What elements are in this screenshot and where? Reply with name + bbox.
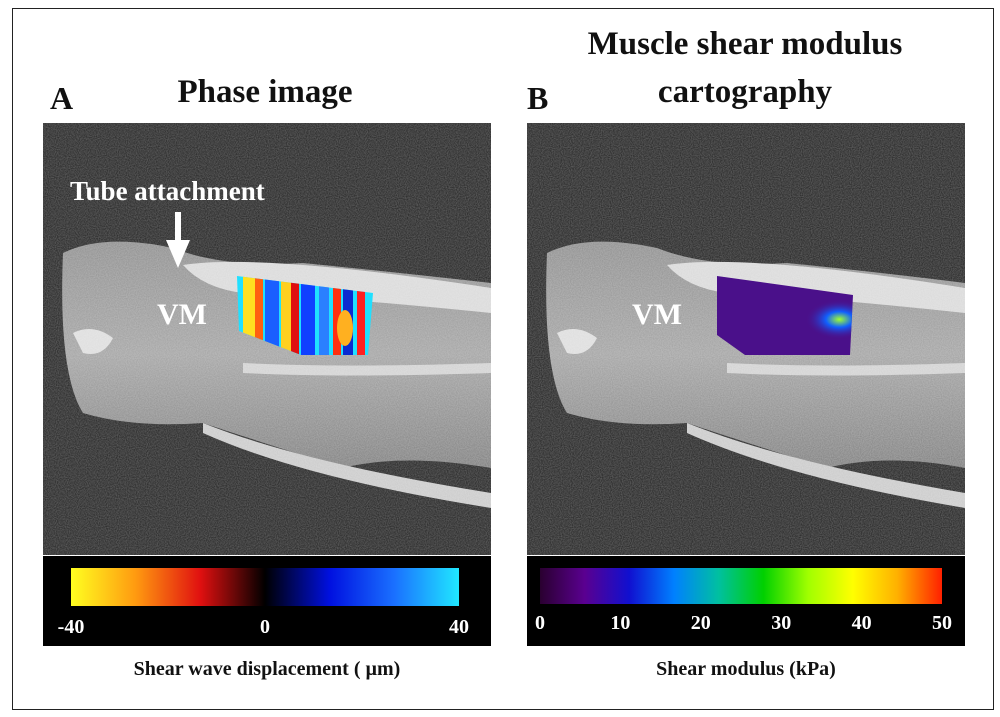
arrow-down-icon	[166, 212, 190, 268]
panel-a-colorbar-tick-label: 0	[260, 616, 270, 638]
panel-a-colorbar-box: -40 0 40	[43, 556, 491, 646]
panel-a-caption: Shear wave displacement ( µm)	[133, 658, 401, 680]
panel-b-mri-image	[527, 123, 965, 555]
panel-b-colorbar	[540, 568, 942, 604]
panel-b-caption: Shear modulus (kPa)	[656, 658, 836, 680]
panel-b-colorbar-tick-label: 40	[851, 612, 872, 634]
panel-b-title-line1: Muscle shear modulus	[587, 26, 903, 62]
panel-b-letter: B	[527, 80, 549, 116]
panel-b-title-line2: cartography	[657, 74, 833, 110]
panel-a-letter: A	[50, 80, 74, 116]
panel-a-vm-label: VM	[157, 298, 207, 331]
panel-a-title: Phase image	[177, 74, 353, 110]
panel-b-colorbar-tick-label: 50	[932, 612, 952, 634]
panel-b-colorbar-tick-label: 10	[610, 612, 631, 634]
panel-b-vm-label: VM	[632, 298, 682, 331]
panel-a-colorbar	[71, 568, 459, 606]
tube-attachment-label: Tube attachment	[70, 176, 265, 206]
panel-b-colorbar-tick-label: 0	[535, 612, 545, 634]
panel-a-mri-image	[43, 123, 491, 555]
panel-b-colorbar-tick-label: 30	[771, 612, 792, 634]
panel-b-colorbar-tick-label: 20	[690, 612, 711, 634]
panel-a-colorbar-tick-label: -40	[57, 616, 85, 638]
panel-b-colorbar-box: 0 10 20 30 40 50	[527, 556, 965, 646]
panel-a-colorbar-tick-label: 40	[449, 616, 469, 638]
